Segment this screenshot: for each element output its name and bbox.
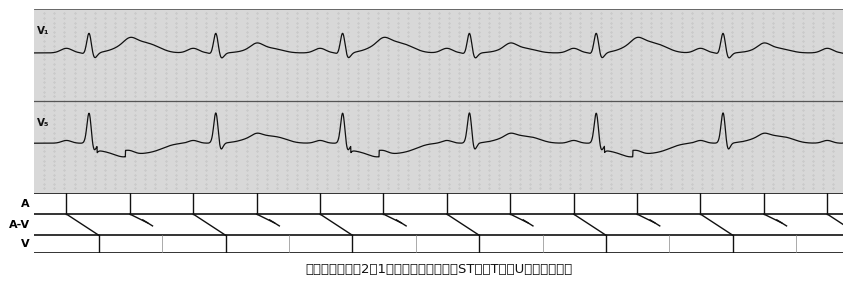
Text: V₅: V₅ [37,118,49,128]
Text: A: A [21,199,30,209]
Text: V: V [21,239,30,249]
Text: A-V: A-V [9,220,30,230]
Text: 冠心病患者出现2：1二度房室传导阔滙及ST段，T波，U波电交替现象: 冠心病患者出现2：1二度房室传导阔滙及ST段，T波，U波电交替现象 [305,263,573,276]
Text: V₁: V₁ [37,26,49,36]
